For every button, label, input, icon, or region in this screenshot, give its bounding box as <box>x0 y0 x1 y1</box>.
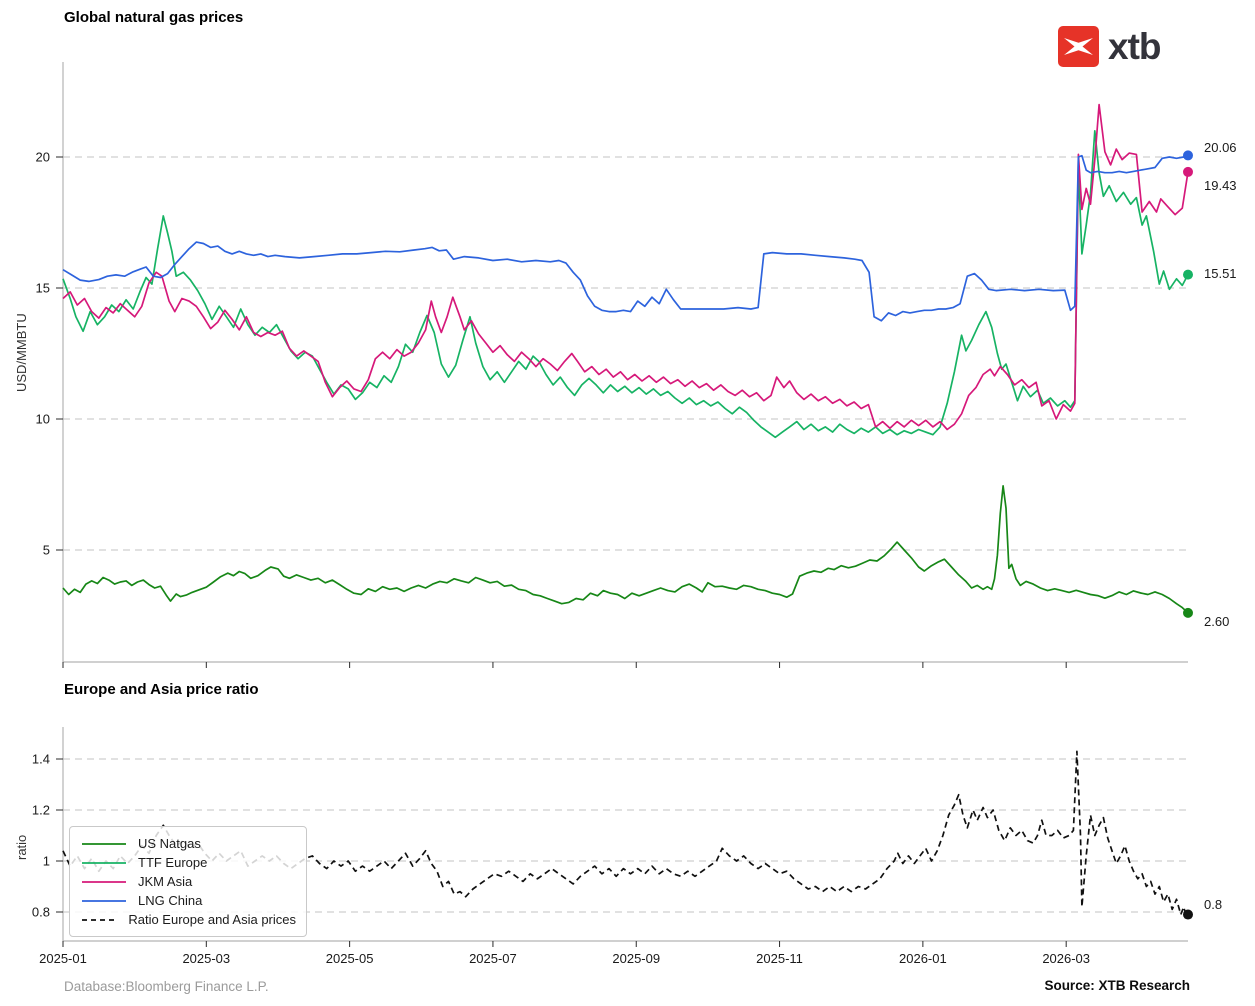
legend-item-label: TTF Europe <box>138 855 208 870</box>
legend-swatch-line <box>82 861 126 864</box>
legend-item-label: US Natgas <box>138 836 201 851</box>
y-tick-label: 1.2 <box>32 803 50 818</box>
end-value-label-jkm-asia: 19.43 <box>1204 178 1237 193</box>
legend-swatch-line <box>82 880 126 883</box>
x-tick-label: 2026-01 <box>899 951 947 966</box>
y-tick-label: 20 <box>36 150 50 165</box>
database-credit: Database:Bloomberg Finance L.P. <box>64 979 269 994</box>
y-tick-label: 10 <box>36 412 50 427</box>
series-end-dot-ttf-europe <box>1183 269 1193 280</box>
legend-swatch-line <box>82 842 126 845</box>
x-tick-label: 2025-07 <box>469 951 517 966</box>
xtb-logo: xtb <box>1058 26 1161 67</box>
legend-item-label: JKM Asia <box>138 874 193 889</box>
series-line-lng-china <box>62 154 1189 322</box>
series-line-us-natgas <box>62 484 1189 614</box>
legend-item-us-natgas: US Natgas <box>80 834 296 853</box>
legend-item-lng-china: LNG China <box>80 891 296 910</box>
y-tick-label: 0.8 <box>32 905 50 920</box>
legend-swatch-line <box>82 918 119 921</box>
series-end-dot-us-natgas <box>1183 607 1193 618</box>
xtb-logo-icon <box>1058 26 1099 67</box>
main-chart-title: Global natural gas prices <box>64 9 244 26</box>
x-tick-label: 2025-01 <box>39 951 87 966</box>
series-end-dot-lng-china <box>1183 150 1193 161</box>
xtb-logo-text: xtb <box>1108 26 1161 67</box>
end-value-label-us-natgas: 2.60 <box>1204 614 1230 629</box>
y-tick-label: 5 <box>43 543 50 558</box>
legend-item-ratio-europe-and-asia-prices: Ratio Europe and Asia prices <box>80 910 296 929</box>
x-tick-label: 2026-03 <box>1042 951 1090 966</box>
ratio-y-axis-label: ratio <box>14 834 29 860</box>
x-tick-label: 2025-11 <box>756 951 803 966</box>
end-value-label-ratio: 0.8 <box>1204 897 1223 912</box>
ratio-chart-title: Europe and Asia price ratio <box>64 681 259 698</box>
series-end-dot-jkm-asia <box>1183 166 1193 177</box>
end-value-label-ttf-europe: 15.51 <box>1204 266 1237 281</box>
legend-item-ttf-europe: TTF Europe <box>80 853 296 872</box>
series-line-jkm-asia <box>62 103 1189 431</box>
source-credit: Source: XTB Research <box>1044 978 1190 993</box>
legend-swatch-line <box>82 899 126 902</box>
series-end-dot-ratio-europe-and-asia-prices <box>1183 909 1193 920</box>
legend: US Natgas TTF Europe JKM Asia LNG China Rati… <box>69 826 307 937</box>
legend-item-label: LNG China <box>138 893 203 908</box>
main-y-axis-label: USD/MMBTU <box>14 313 29 392</box>
y-tick-label: 1 <box>43 854 50 869</box>
x-tick-label: 2025-05 <box>326 951 374 966</box>
x-tick-label: 2025-09 <box>612 951 660 966</box>
series-line-ttf-europe <box>62 129 1189 439</box>
legend-item-jkm-asia: JKM Asia <box>80 872 296 891</box>
y-tick-label: 1.4 <box>32 752 50 767</box>
legend-item-label: Ratio Europe and Asia prices <box>128 912 296 927</box>
y-tick-label: 15 <box>36 281 50 296</box>
end-value-label-lng-china: 20.06 <box>1204 140 1237 155</box>
x-tick-label: 2025-03 <box>182 951 230 966</box>
